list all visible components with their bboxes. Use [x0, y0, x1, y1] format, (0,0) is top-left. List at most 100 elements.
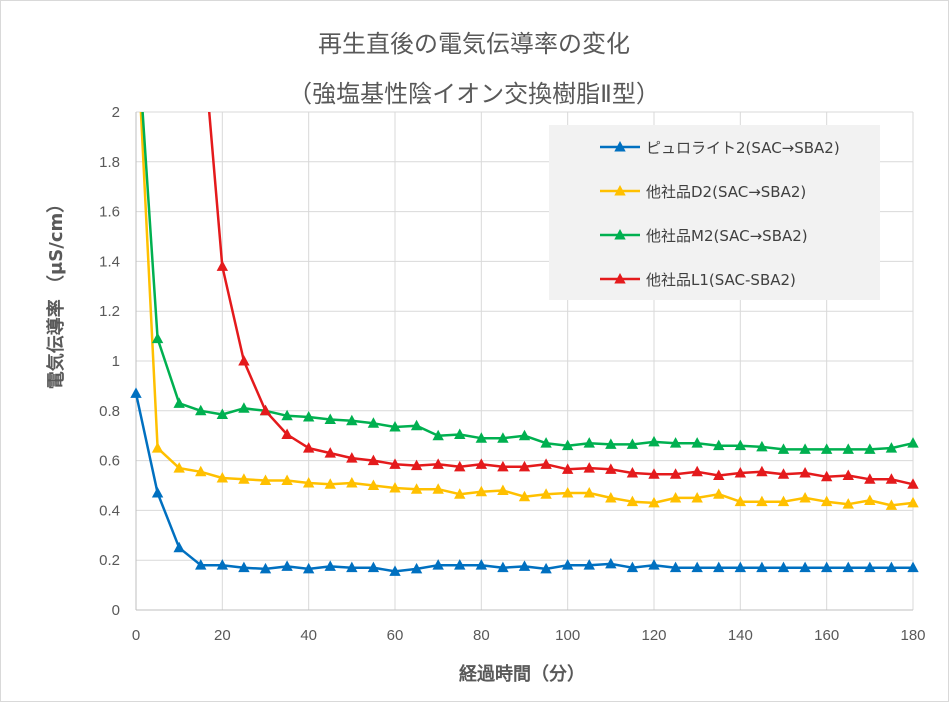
- data-point: [454, 559, 466, 570]
- data-point: [324, 560, 336, 571]
- data-point: [756, 465, 768, 477]
- data-point: [561, 463, 574, 474]
- data-point: [777, 561, 790, 573]
- data-point: [367, 417, 380, 428]
- data-point: [799, 443, 811, 454]
- data-point: [648, 435, 660, 447]
- data-point: [713, 469, 725, 481]
- data-point: [669, 437, 682, 448]
- data-point: [864, 561, 876, 573]
- series-4: [207, 112, 919, 489]
- data-point: [389, 481, 401, 493]
- data-point: [864, 494, 876, 505]
- data-point: [302, 411, 315, 422]
- data-point: [195, 465, 207, 477]
- data-point: [799, 491, 811, 503]
- data-point: [195, 559, 207, 570]
- data-point: [324, 447, 336, 458]
- data-point: [454, 428, 466, 439]
- data-point: [497, 460, 509, 472]
- data-point: [626, 438, 639, 449]
- data-point: [907, 478, 919, 489]
- data-point: [885, 442, 898, 453]
- data-point: [475, 559, 488, 570]
- data-point: [907, 437, 919, 448]
- y-axis-title: 電気伝導率 （μS/cm）: [45, 195, 67, 389]
- data-point: [454, 488, 466, 499]
- x-tick-label: 140: [728, 627, 753, 644]
- data-point: [648, 468, 660, 479]
- data-point: [497, 484, 509, 495]
- data-point: [820, 470, 833, 482]
- data-point: [367, 454, 380, 466]
- data-point: [475, 485, 488, 497]
- y-tick-label: 0.8: [99, 403, 120, 420]
- data-point: [238, 355, 250, 366]
- data-point: [195, 404, 207, 416]
- data-point: [238, 561, 250, 573]
- data-point: [259, 562, 272, 574]
- data-point: [173, 541, 185, 553]
- legend-label: 他社品M2(SAC→SBA2): [646, 227, 808, 245]
- data-point: [302, 442, 315, 453]
- data-point: [410, 562, 423, 574]
- legend-label: ピュロライト2(SAC→SBA2): [646, 139, 840, 157]
- x-tick-label: 40: [300, 627, 317, 644]
- x-tick-label: 100: [555, 627, 580, 644]
- data-point: [432, 559, 444, 570]
- y-tick-label: 0: [112, 602, 120, 619]
- data-point: [777, 443, 790, 454]
- data-point: [518, 429, 531, 441]
- data-point: [454, 460, 466, 472]
- data-point: [497, 561, 509, 573]
- data-point: [669, 491, 682, 503]
- data-point: [561, 439, 574, 451]
- data-point: [173, 462, 185, 473]
- data-point: [669, 561, 682, 573]
- data-point: [302, 477, 315, 488]
- data-point: [583, 559, 595, 570]
- data-point: [734, 561, 747, 573]
- data-point: [389, 458, 401, 469]
- data-point: [907, 496, 919, 508]
- data-point: [583, 437, 595, 448]
- data-point: [583, 486, 595, 498]
- data-point: [864, 473, 876, 484]
- data-point: [734, 495, 747, 507]
- series-lines: [130, 112, 919, 576]
- data-point: [561, 559, 574, 570]
- legend-swatch-marker: [614, 229, 626, 240]
- data-point: [410, 419, 423, 431]
- data-point: [238, 473, 250, 484]
- data-point: [540, 437, 552, 448]
- data-point: [346, 477, 358, 488]
- data-point: [605, 491, 617, 503]
- data-point: [346, 452, 358, 463]
- data-point: [367, 479, 380, 490]
- data-point: [151, 486, 164, 498]
- y-tick-label: 0.4: [99, 502, 120, 519]
- data-point: [691, 437, 703, 448]
- data-point: [281, 560, 293, 571]
- data-point: [605, 463, 617, 474]
- data-point: [518, 560, 531, 571]
- data-point: [605, 438, 617, 449]
- data-point: [885, 561, 898, 573]
- chart-title: 再生直後の電気伝導率の変化: [318, 30, 630, 58]
- data-point: [734, 467, 747, 478]
- data-point: [842, 561, 854, 573]
- y-tick-label: 1: [112, 353, 120, 370]
- legend-label: 他社品L1(SAC-SBA2): [646, 271, 796, 289]
- y-tick-label: 0.6: [99, 453, 120, 470]
- data-point: [713, 561, 725, 573]
- y-tick-label: 1.4: [99, 253, 120, 270]
- data-point: [389, 565, 401, 576]
- data-point: [842, 498, 854, 509]
- data-point: [518, 490, 531, 502]
- y-tick-label: 1.6: [99, 204, 120, 221]
- data-point: [281, 409, 293, 421]
- data-point: [173, 397, 185, 408]
- chart-subtitle: （強塩基性陰イオン交換樹脂Ⅱ型）: [288, 80, 660, 108]
